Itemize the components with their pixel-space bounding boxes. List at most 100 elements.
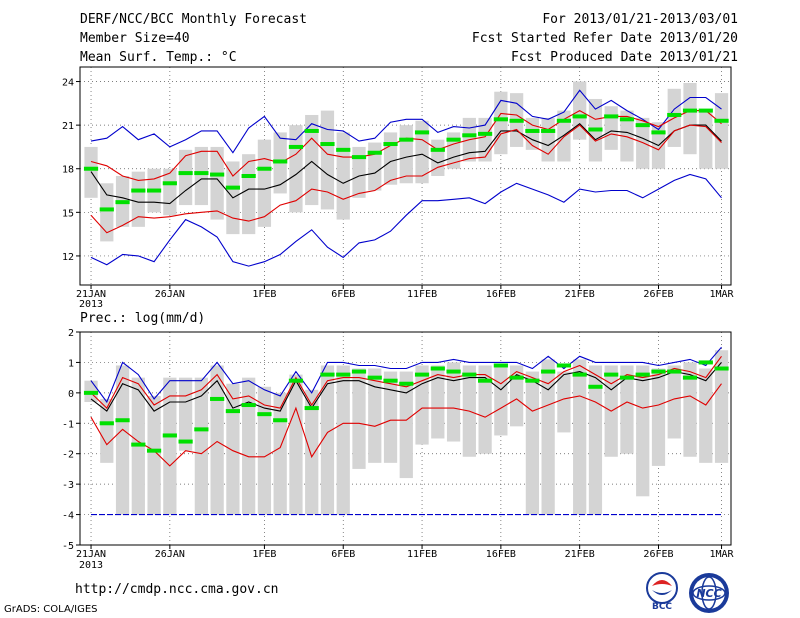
chart-title: DERF/NCC/BCC Monthly Forecast [80,12,307,27]
prec-ytick-label: -2 [62,450,74,461]
prec-upper-line [90,355,722,410]
prec-spread-bar [714,350,729,463]
source-url[interactable]: http://cmdp.ncc.cma.gov.cn [75,582,279,597]
prec-ytick-label: -1 [62,419,74,430]
temp-spread-bar [431,139,445,176]
temp-median-marker [651,130,666,135]
prec-spread-bar [352,368,366,469]
temp-median-marker [257,166,272,171]
temp-median-marker [178,171,193,176]
temp-median-marker [446,137,461,142]
temp-median-marker [241,174,256,178]
bcc-logo-text: BCC [652,602,672,610]
temp-min-line [90,173,722,267]
temp-xtick-label: 26FEB [643,289,673,300]
temp-median-marker [414,130,430,135]
prec-spread-bar [305,389,319,515]
prec-median-marker [446,369,461,374]
temp-max-line [90,89,722,154]
prec-spread-bar [431,365,445,439]
prec-spread-bar [415,365,429,445]
prec-median-marker [399,381,414,386]
prec-median-marker [99,421,114,426]
temp-median-marker [288,144,304,149]
prec-spread-bar [100,398,114,463]
prec-ytick-label: 1 [68,358,74,369]
prec-median-marker [667,369,682,374]
temp-ytick-label: 15 [62,208,74,219]
prec-xtick-label: 21FEB [565,549,595,560]
temp-spread-bar [415,120,429,184]
temp-median-marker [509,118,524,123]
temp-spread-bar [352,146,366,198]
temp-median-marker [635,123,650,128]
started-date: Fcst Started Refer Date 2013/01/20 [471,31,738,46]
temp-median-marker [698,108,713,113]
temp-spread-bar [383,132,398,185]
temp-spread-bar [336,132,350,220]
temp-median-marker [462,133,477,138]
temp-median-marker [682,108,698,113]
temp-xtick-label: 6FEB [331,289,355,300]
temp-median-marker [194,171,209,176]
prec-median-marker [383,378,398,383]
temp-median-marker [351,155,367,160]
prec-xtick-label: 11FEB [407,549,437,560]
temp-median-marker [604,114,619,119]
temp-median-marker [367,150,382,155]
prec-lower-line [90,383,722,467]
temp-spread-bar [257,139,272,227]
prec-median-marker [430,366,445,371]
temp-spread-bar [131,171,145,227]
temp-lower-line [90,124,722,234]
temp-year-label: 2013 [79,299,103,310]
prec-spread-bar [147,395,161,515]
temp-ytick-label: 18 [62,165,74,176]
prec-median-marker [478,378,493,383]
prec-spread-bar [557,371,571,433]
temp-xtick-label: 21FEB [565,289,595,300]
temp-spread-bar [636,117,650,169]
prec-spread-bar [210,365,224,515]
ncc-logo-icon: NCC [689,573,729,613]
prec-xtick-label: 6FEB [331,549,355,560]
prec-ytick-label: 0 [68,389,74,400]
temp-spread-bar [163,168,177,216]
temp-median-marker [493,117,508,122]
prec-median-marker [588,384,603,389]
prec-spread-bar [494,365,508,436]
temp-mean-line [90,122,722,205]
temp-median-marker [430,147,445,152]
prec-spread-bar [194,377,208,515]
temp-median-marker [162,181,177,186]
prec-median-marker [115,418,130,423]
prec-median-marker [336,372,351,377]
prec-median-marker [572,372,587,377]
temp-median-marker [556,118,572,123]
temp-xtick-label: 16FEB [486,289,516,300]
variable-label: Mean Surf. Temp.: °C [80,50,237,65]
temp-spread-bar [714,93,729,169]
prec-spread-bar [620,365,634,454]
prec-spread-bar [525,371,540,515]
prec-median-marker [635,372,650,377]
prec-median-marker [493,363,508,368]
prec-spread-bar [289,374,303,515]
prec-spread-bar [651,368,666,466]
temp-spread-bar [305,114,319,206]
temp-median-marker [99,207,114,212]
prec-median-marker [509,375,524,380]
prec-xtick-label: 16FEB [486,549,516,560]
prec-median-marker [651,369,666,374]
temp-median-marker [83,166,99,171]
temp-median-marker [525,128,540,133]
temp-spread-bar [368,142,382,191]
prec-median-marker [178,439,193,444]
temp-spread-bar [194,146,208,206]
prec-spread-bar [257,386,272,515]
prec-median-marker [320,372,335,377]
temp-median-marker [336,147,351,152]
prec-spread-bar [683,362,697,457]
temp-spread-bar [604,106,618,150]
